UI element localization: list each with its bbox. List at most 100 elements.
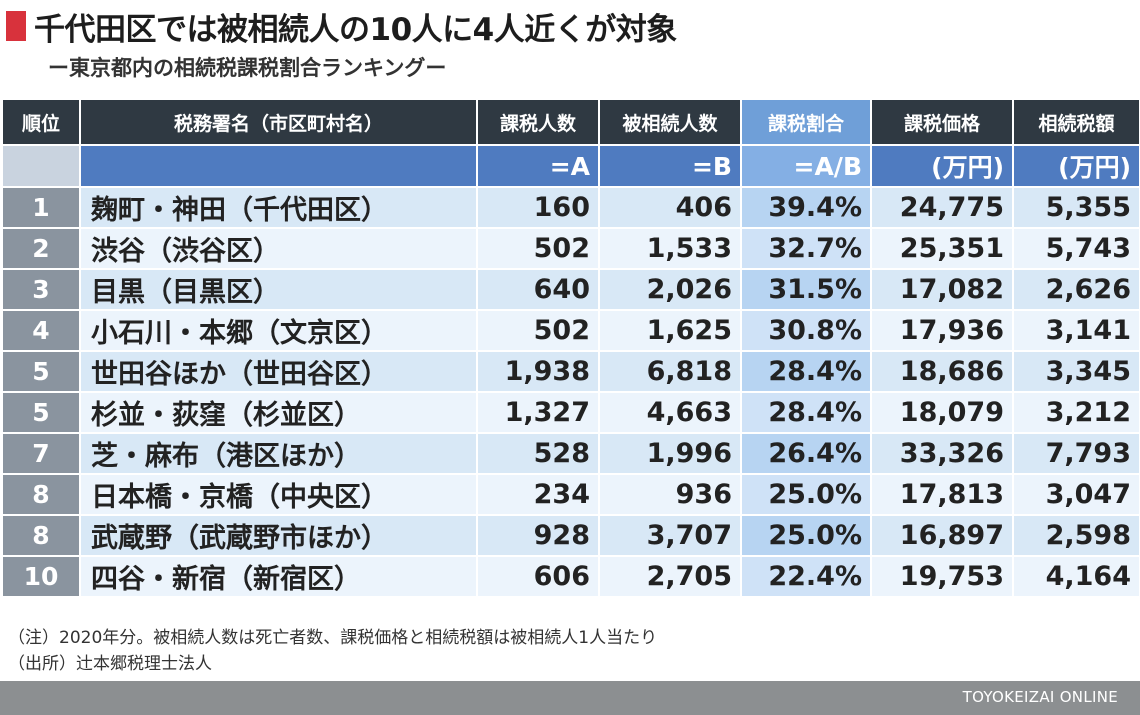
office-name-cell: 目黒（目黒区） xyxy=(79,268,478,311)
tax-amount-cell: 5,743 xyxy=(1012,227,1140,270)
rank-cell: 5 xyxy=(1,391,81,434)
decedent-count-cell: 4,663 xyxy=(598,391,742,434)
tax-ratio-cell: 39.4% xyxy=(740,186,872,229)
taxable-value-cell: 18,686 xyxy=(870,350,1014,393)
tax-amount-cell: 3,141 xyxy=(1012,309,1140,352)
chart-title: 千代田区では被相続人の10人に4人近くが対象 xyxy=(34,11,677,48)
header-cell: 税務署名（市区町村名） xyxy=(79,98,478,146)
tax-ratio-cell: 22.4% xyxy=(740,555,872,598)
subheader-row: =A =B =A/B (万円) (万円) xyxy=(1,144,1140,188)
table-row: 2 渋谷（渋谷区） 502 1,533 32.7% 25,351 5,743 xyxy=(1,227,1140,270)
taxable-value-cell: 19,753 xyxy=(870,555,1014,598)
table-row: 8 日本橋・京橋（中央区） 234 936 25.0% 17,813 3,047 xyxy=(1,473,1140,516)
office-name-cell: 世田谷ほか（世田谷区） xyxy=(79,350,478,393)
tax-amount-cell: 3,345 xyxy=(1012,350,1140,393)
taxed-count-cell: 928 xyxy=(476,514,600,557)
decedent-count-cell: 3,707 xyxy=(598,514,742,557)
decedent-count-cell: 1,625 xyxy=(598,309,742,352)
decedent-count-cell: 1,996 xyxy=(598,432,742,475)
office-name-cell: 小石川・本郷（文京区） xyxy=(79,309,478,352)
taxed-count-cell: 1,327 xyxy=(476,391,600,434)
tax-ratio-cell: 31.5% xyxy=(740,268,872,311)
taxed-count-cell: 606 xyxy=(476,555,600,598)
footer-bar: TOYOKEIZAI ONLINE xyxy=(0,681,1140,715)
table-row: 4 小石川・本郷（文京区） 502 1,625 30.8% 17,936 3,141 xyxy=(1,309,1140,352)
tax-ratio-cell: 25.0% xyxy=(740,473,872,516)
rank-cell: 10 xyxy=(1,555,81,598)
taxable-value-cell: 24,775 xyxy=(870,186,1014,229)
rank-cell: 4 xyxy=(1,309,81,352)
tax-amount-cell: 3,212 xyxy=(1012,391,1140,434)
tax-ratio-cell: 30.8% xyxy=(740,309,872,352)
taxable-value-cell: 17,936 xyxy=(870,309,1014,352)
rank-cell: 8 xyxy=(1,514,81,557)
taxed-count-cell: 528 xyxy=(476,432,600,475)
header-cell: 課税人数 xyxy=(476,98,600,146)
table-row: 8 武蔵野（武蔵野市ほか） 928 3,707 25.0% 16,897 2,598 xyxy=(1,514,1140,557)
taxed-count-cell: 640 xyxy=(476,268,600,311)
office-name-cell: 日本橋・京橋（中央区） xyxy=(79,473,478,516)
taxed-count-cell: 160 xyxy=(476,186,600,229)
tax-amount-cell: 2,598 xyxy=(1012,514,1140,557)
office-name-cell: 渋谷（渋谷区） xyxy=(79,227,478,270)
subheader-cell: (万円) xyxy=(1012,144,1140,188)
header-cell-highlight: 課税割合 xyxy=(740,98,872,146)
brand-label: TOYOKEIZAI ONLINE xyxy=(962,688,1118,706)
tax-amount-cell: 2,626 xyxy=(1012,268,1140,311)
rank-cell: 1 xyxy=(1,186,81,229)
table-row: 5 杉並・荻窪（杉並区） 1,327 4,663 28.4% 18,079 3,212 xyxy=(1,391,1140,434)
decedent-count-cell: 2,026 xyxy=(598,268,742,311)
rank-cell: 8 xyxy=(1,473,81,516)
tax-amount-cell: 4,164 xyxy=(1012,555,1140,598)
chart-subtitle: ー東京都内の相続税課税割合ランキングー xyxy=(48,56,447,80)
office-name-cell: 麹町・神田（千代田区） xyxy=(79,186,478,229)
rank-cell: 3 xyxy=(1,268,81,311)
subheader-cell xyxy=(1,144,81,188)
office-name-cell: 四谷・新宿（新宿区） xyxy=(79,555,478,598)
taxable-value-cell: 25,351 xyxy=(870,227,1014,270)
rank-cell: 7 xyxy=(1,432,81,475)
office-name-cell: 芝・麻布（港区ほか） xyxy=(79,432,478,475)
tax-amount-cell: 3,047 xyxy=(1012,473,1140,516)
header-cell: 課税価格 xyxy=(870,98,1014,146)
tax-ratio-cell: 25.0% xyxy=(740,514,872,557)
tax-ratio-cell: 26.4% xyxy=(740,432,872,475)
office-name-cell: 武蔵野（武蔵野市ほか） xyxy=(79,514,478,557)
taxable-value-cell: 17,082 xyxy=(870,268,1014,311)
decedent-count-cell: 936 xyxy=(598,473,742,516)
note-text: （注）2020年分。被相続人数は死亡者数、課税価格と相続税額は被相続人1人当たり xyxy=(8,628,658,648)
decedent-count-cell: 6,818 xyxy=(598,350,742,393)
subheader-cell: =B xyxy=(598,144,742,188)
rank-cell: 5 xyxy=(1,350,81,393)
taxed-count-cell: 234 xyxy=(476,473,600,516)
header-row: 順位 税務署名（市区町村名） 課税人数 被相続人数 課税割合 課税価格 相続税額 xyxy=(1,98,1140,146)
taxed-count-cell: 502 xyxy=(476,309,600,352)
header-cell: 相続税額 xyxy=(1012,98,1140,146)
decedent-count-cell: 2,705 xyxy=(598,555,742,598)
title-block: 千代田区では被相続人の10人に4人近くが対象 xyxy=(6,4,677,48)
taxed-count-cell: 1,938 xyxy=(476,350,600,393)
taxable-value-cell: 16,897 xyxy=(870,514,1014,557)
table-row: 5 世田谷ほか（世田谷区） 1,938 6,818 28.4% 18,686 3,345 xyxy=(1,350,1140,393)
tax-ratio-cell: 32.7% xyxy=(740,227,872,270)
table-row: 3 目黒（目黒区） 640 2,026 31.5% 17,082 2,626 xyxy=(1,268,1140,311)
table-row: 7 芝・麻布（港区ほか） 528 1,996 26.4% 33,326 7,793 xyxy=(1,432,1140,475)
rank-cell: 2 xyxy=(1,227,81,270)
taxable-value-cell: 17,813 xyxy=(870,473,1014,516)
table-body: 1 麹町・神田（千代田区） 160 406 39.4% 24,775 5,355 2 渋谷（渋谷… xyxy=(1,186,1140,598)
decedent-count-cell: 406 xyxy=(598,186,742,229)
tax-amount-cell: 5,355 xyxy=(1012,186,1140,229)
table-row: 10 四谷・新宿（新宿区） 606 2,705 22.4% 19,753 4,164 xyxy=(1,555,1140,598)
subheader-cell xyxy=(79,144,478,188)
taxed-count-cell: 502 xyxy=(476,227,600,270)
title-marker xyxy=(6,11,26,41)
subheader-cell-highlight: =A/B xyxy=(740,144,872,188)
source-text: （出所）辻本郷税理士法人 xyxy=(8,654,212,674)
subheader-cell: (万円) xyxy=(870,144,1014,188)
taxable-value-cell: 18,079 xyxy=(870,391,1014,434)
tax-ratio-cell: 28.4% xyxy=(740,350,872,393)
subheader-cell: =A xyxy=(476,144,600,188)
taxable-value-cell: 33,326 xyxy=(870,432,1014,475)
tax-amount-cell: 7,793 xyxy=(1012,432,1140,475)
decedent-count-cell: 1,533 xyxy=(598,227,742,270)
